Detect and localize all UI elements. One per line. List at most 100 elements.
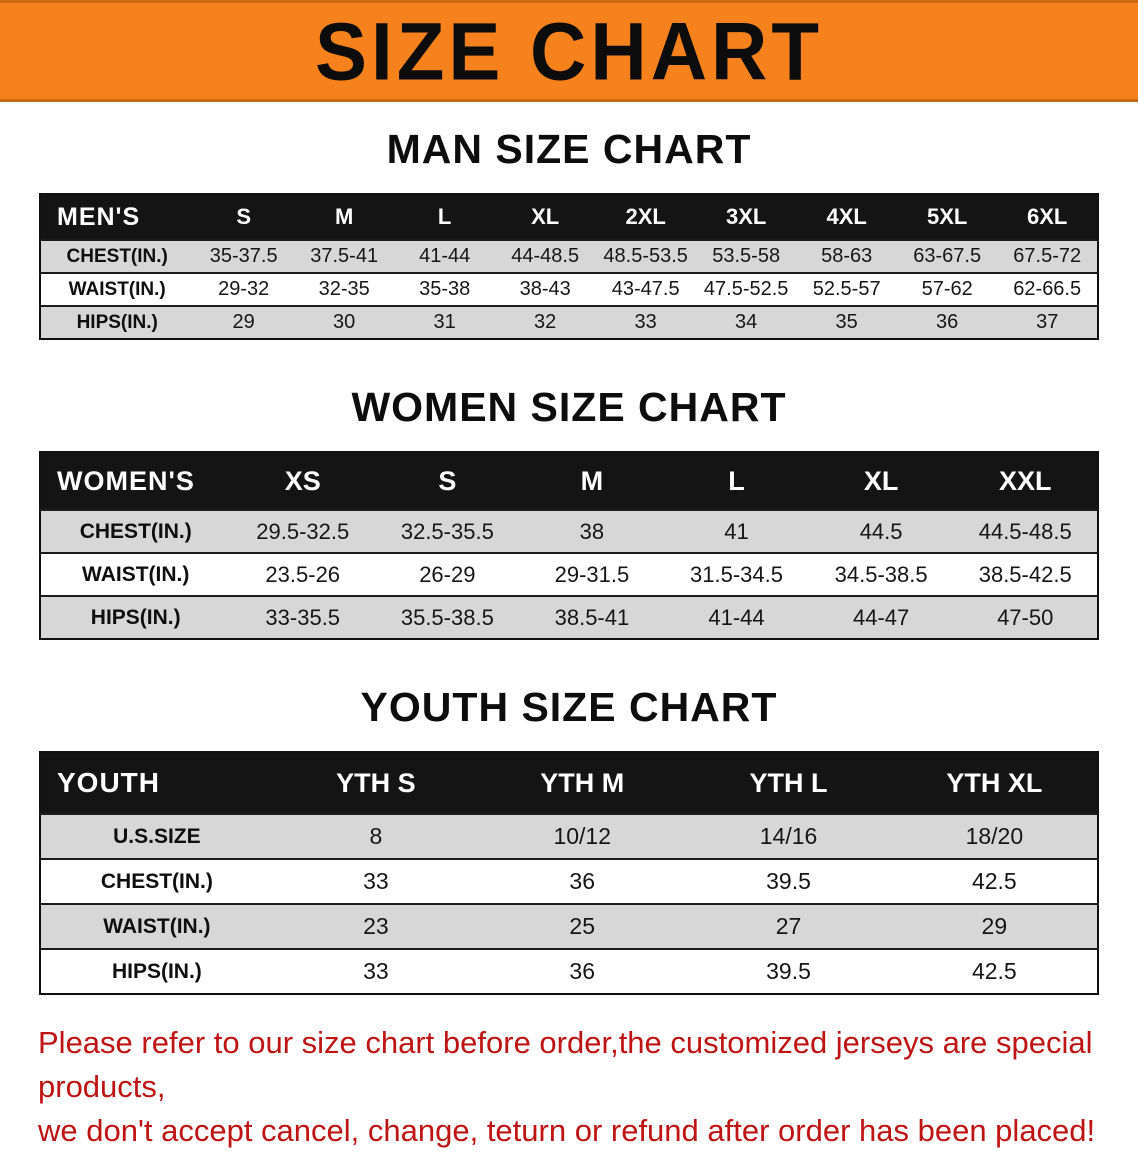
table-header-row: WOMEN'S XS S M L XL XXL	[40, 452, 1098, 510]
table-cell: 36	[479, 948, 686, 994]
table-cell: 34.5-38.5	[808, 552, 954, 596]
table-cell: 41-44	[394, 239, 495, 273]
table-cell: 48.5-53.5	[595, 239, 696, 273]
table-cell: 34	[695, 305, 797, 339]
table-cell: 25	[479, 903, 686, 949]
column-header: 2XL	[595, 194, 696, 240]
note-line-1: Please refer to our size chart before or…	[38, 1025, 1093, 1105]
table-cell: 27	[685, 903, 892, 949]
table-cell: 38	[519, 509, 665, 553]
table-cell: 10/12	[479, 813, 686, 859]
column-header: YTH L	[685, 752, 892, 814]
table-cell: 38-43	[494, 272, 596, 306]
table-cell: 63-67.5	[896, 239, 998, 273]
table-cell: 23.5-26	[230, 552, 376, 596]
table-cell: 36	[479, 858, 686, 904]
table-cell: 30	[293, 305, 395, 339]
row-label: HIPS(IN.)	[40, 948, 273, 994]
table-cell: 37.5-41	[293, 239, 395, 273]
table-cell: 41	[664, 509, 809, 553]
table-corner-label: YOUTH	[40, 752, 273, 814]
row-label: WAIST(IN.)	[40, 552, 231, 596]
table-row: HIPS(IN.) 29 30 31 32 33 34 35 36 37	[40, 305, 1098, 339]
table-row: WAIST(IN.) 29-32 32-35 35-38 38-43 43-47.5 47.…	[40, 272, 1098, 306]
youth-section-heading: YOUTH SIZE CHART	[360, 684, 778, 730]
table-cell: 26-29	[375, 552, 520, 596]
column-header: S	[375, 452, 520, 510]
table-cell: 41-44	[664, 595, 809, 639]
size-chart-banner: SIZE CHART	[0, 0, 1138, 102]
column-header: XS	[230, 452, 376, 510]
column-header: XXL	[953, 452, 1098, 510]
table-cell: 36	[896, 305, 998, 339]
disclaimer-note: Please refer to our size chart before or…	[38, 1021, 1100, 1153]
table-cell: 38.5-42.5	[953, 552, 1098, 596]
table-cell: 32-35	[293, 272, 395, 306]
column-header: XL	[494, 194, 596, 240]
table-cell: 32.5-35.5	[375, 509, 520, 553]
row-label: WAIST(IN.)	[40, 272, 194, 306]
table-row: U.S.SIZE 8 10/12 14/16 18/20	[40, 813, 1098, 859]
row-label: CHEST(IN.)	[40, 858, 273, 904]
table-cell: 42.5	[891, 858, 1098, 904]
table-cell: 18/20	[891, 813, 1098, 859]
youth-size-table: YOUTH YTH S YTH M YTH L YTH XL U.S.SIZE 8 10/12…	[39, 751, 1099, 995]
column-header: M	[519, 452, 665, 510]
table-row: CHEST(IN.) 35-37.5 37.5-41 41-44 44-48.5 48.5…	[40, 239, 1098, 273]
table-cell: 35-38	[394, 272, 495, 306]
row-label: WAIST(IN.)	[40, 903, 273, 949]
youth-size-section: YOUTH SIZE CHART YOUTH YTH S YTH M YTH L YTH…	[0, 684, 1138, 995]
table-cell: 29.5-32.5	[230, 509, 376, 553]
table-cell: 44.5-48.5	[953, 509, 1098, 553]
table-cell: 29	[193, 305, 294, 339]
table-row: WAIST(IN.) 23 25 27 29	[40, 903, 1098, 949]
table-row: HIPS(IN.) 33 36 39.5 42.5	[40, 948, 1098, 994]
column-header: S	[193, 194, 294, 240]
table-cell: 58-63	[796, 239, 897, 273]
table-cell: 33-35.5	[230, 595, 376, 639]
men-section-heading: MAN SIZE CHART	[386, 126, 752, 172]
table-cell: 44.5	[808, 509, 954, 553]
table-row: WAIST(IN.) 23.5-26 26-29 29-31.5 31.5-34.5 34…	[40, 552, 1098, 596]
table-cell: 39.5	[685, 858, 892, 904]
table-cell: 29	[891, 903, 1098, 949]
table-cell: 29-31.5	[519, 552, 665, 596]
note-line-2: we don't accept cancel, change, teturn o…	[38, 1113, 1096, 1149]
table-cell: 42.5	[891, 948, 1098, 994]
column-header: YTH S	[272, 752, 480, 814]
men-size-section: MAN SIZE CHART MEN'S S M L XL 2XL 3XL 4XL 5XL 6XL…	[0, 126, 1138, 340]
table-cell: 31	[394, 305, 495, 339]
column-header: L	[664, 452, 809, 510]
table-cell: 32	[494, 305, 596, 339]
table-header-row: MEN'S S M L XL 2XL 3XL 4XL 5XL 6XL	[40, 194, 1098, 240]
column-header: L	[394, 194, 495, 240]
table-cell: 33	[272, 948, 480, 994]
column-header: YTH M	[479, 752, 686, 814]
column-header: XL	[808, 452, 954, 510]
table-cell: 47.5-52.5	[695, 272, 797, 306]
table-corner-label: WOMEN'S	[40, 452, 231, 510]
table-cell: 33	[272, 858, 480, 904]
table-cell: 31.5-34.5	[664, 552, 809, 596]
row-label: HIPS(IN.)	[40, 595, 231, 639]
table-cell: 39.5	[685, 948, 892, 994]
table-cell: 53.5-58	[695, 239, 797, 273]
column-header: 5XL	[896, 194, 998, 240]
row-label: CHEST(IN.)	[40, 509, 231, 553]
table-header-row: YOUTH YTH S YTH M YTH L YTH XL	[40, 752, 1098, 814]
row-label: HIPS(IN.)	[40, 305, 194, 339]
column-header: M	[293, 194, 395, 240]
column-header: 4XL	[796, 194, 897, 240]
table-row: CHEST(IN.) 29.5-32.5 32.5-35.5 38 41 44.5 44.5…	[40, 509, 1098, 553]
table-cell: 35-37.5	[193, 239, 294, 273]
table-cell: 47-50	[953, 595, 1098, 639]
column-header: YTH XL	[891, 752, 1098, 814]
column-header: 6XL	[997, 194, 1098, 240]
men-size-table: MEN'S S M L XL 2XL 3XL 4XL 5XL 6XL CHEST(IN.) 35-37…	[39, 193, 1099, 340]
table-corner-label: MEN'S	[40, 194, 194, 240]
column-header: 3XL	[695, 194, 797, 240]
table-cell: 67.5-72	[997, 239, 1098, 273]
row-label: U.S.SIZE	[40, 813, 273, 859]
table-cell: 33	[595, 305, 696, 339]
table-cell: 62-66.5	[997, 272, 1098, 306]
